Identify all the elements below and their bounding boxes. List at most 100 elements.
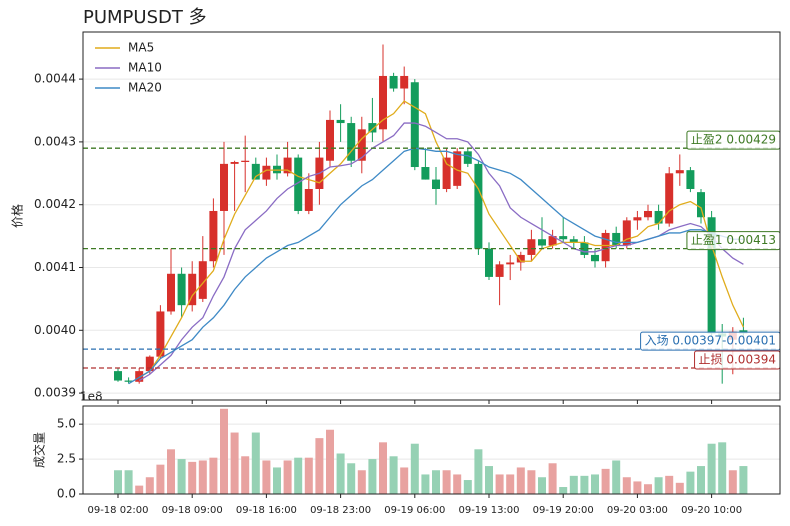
candle-body: [485, 248, 493, 277]
candle-body: [559, 236, 568, 240]
volume-bar: [675, 482, 684, 494]
candle-body: [591, 254, 599, 262]
candle-body: [675, 170, 684, 174]
x-tick-label: 09-18 09:00: [162, 505, 223, 516]
ma-line: [128, 147, 744, 385]
y-tick-label: 0.0042: [34, 197, 76, 211]
candle-body: [474, 163, 483, 249]
x-tick-label: 09-18 23:00: [310, 505, 371, 516]
candle-body: [251, 163, 260, 180]
level-label: 入场 0.00397-0.00401: [645, 334, 776, 348]
volume-bar: [135, 485, 144, 494]
volume-bar: [442, 470, 451, 494]
candle-body: [198, 261, 207, 299]
candle-body: [601, 232, 610, 262]
y-axis-label: 价格: [10, 204, 25, 228]
volume-axis-label: 成交量: [32, 432, 47, 468]
volume-bar: [591, 474, 599, 494]
candle-body: [527, 239, 536, 255]
candle-body: [156, 311, 165, 357]
candle-body: [622, 220, 631, 246]
plot-frame: [82, 31, 781, 401]
volume-bar: [474, 449, 483, 494]
candle-body: [453, 151, 462, 186]
candle-body: [368, 123, 377, 133]
candle-body: [569, 239, 578, 243]
candle-body: [167, 273, 175, 312]
chart-title: PUMPUSDT 多: [83, 7, 207, 28]
volume-bar: [718, 442, 727, 494]
volume-bar: [283, 460, 292, 494]
candle-body: [262, 165, 271, 180]
level-label: 止盈2 0.00429: [691, 133, 776, 147]
volume-bar: [569, 475, 578, 494]
candle-body: [538, 239, 546, 246]
candle-body: [463, 151, 472, 164]
candle-body: [665, 173, 674, 224]
volume-bar: [612, 460, 621, 494]
legend-label: MA20: [128, 81, 162, 95]
legend-label: MA10: [128, 61, 162, 75]
y-tick-label: 5.0: [57, 417, 76, 431]
candle-body: [220, 163, 228, 211]
volume-bar: [453, 474, 462, 494]
x-tick-label: 09-18 02:00: [87, 505, 148, 516]
volume-bar: [697, 466, 705, 494]
candle-body: [304, 188, 313, 211]
level-label: 止盈1 0.00413: [691, 233, 776, 247]
y-tick-label: 0.0041: [34, 260, 76, 274]
volume-bar: [400, 467, 409, 494]
volume-bar: [315, 438, 324, 494]
volume-bar: [644, 484, 652, 494]
y-tick-label: 0.0: [57, 487, 76, 501]
volume-bar: [294, 457, 303, 494]
candle-body: [400, 75, 409, 89]
volume-bar: [198, 460, 207, 494]
candle-body: [283, 157, 292, 174]
volume-bar: [432, 470, 440, 494]
volume-bar: [495, 474, 504, 494]
candle-body: [644, 210, 652, 218]
volume-bar: [188, 461, 197, 494]
volume-bar: [580, 475, 589, 494]
volume-bar: [707, 443, 716, 494]
volume-bar: [463, 480, 472, 494]
candle-body: [135, 371, 144, 382]
candle-body: [442, 157, 451, 189]
candle-body: [379, 75, 387, 130]
candle-body: [707, 217, 716, 334]
volume-bar: [114, 470, 122, 494]
candle-body: [357, 129, 366, 161]
candle-body: [114, 371, 122, 381]
volume-bar: [633, 481, 642, 494]
volume-bar: [622, 477, 631, 494]
volume-bar: [379, 442, 387, 494]
volume-bar: [665, 475, 674, 494]
volume-bar: [516, 467, 525, 494]
candle-body: [177, 273, 186, 306]
y-tick-label: 0.0044: [34, 72, 76, 86]
candle-body: [654, 210, 663, 224]
x-tick-label: 09-20 03:00: [607, 505, 668, 516]
volume-bar: [241, 456, 250, 494]
candle-body: [294, 157, 303, 211]
candle-body: [516, 254, 525, 263]
level-label: 止损 0.00394: [699, 352, 776, 366]
volume-bar: [421, 474, 430, 494]
x-tick-label: 09-20 10:00: [681, 505, 742, 516]
volume-bar: [548, 463, 557, 494]
volume-bar: [538, 477, 546, 494]
volume-bar: [124, 470, 133, 494]
volume-bar: [654, 477, 663, 494]
candle-body: [209, 210, 218, 262]
volume-bar: [527, 470, 536, 494]
candle-body: [326, 119, 334, 161]
candle-body: [633, 217, 642, 221]
volume-bar: [177, 459, 186, 494]
y-tick-label: 0.0043: [34, 134, 76, 148]
candle-body: [347, 123, 356, 161]
volume-bar: [251, 432, 260, 494]
candle-body: [580, 242, 589, 255]
x-tick-label: 09-18 16:00: [236, 505, 297, 516]
